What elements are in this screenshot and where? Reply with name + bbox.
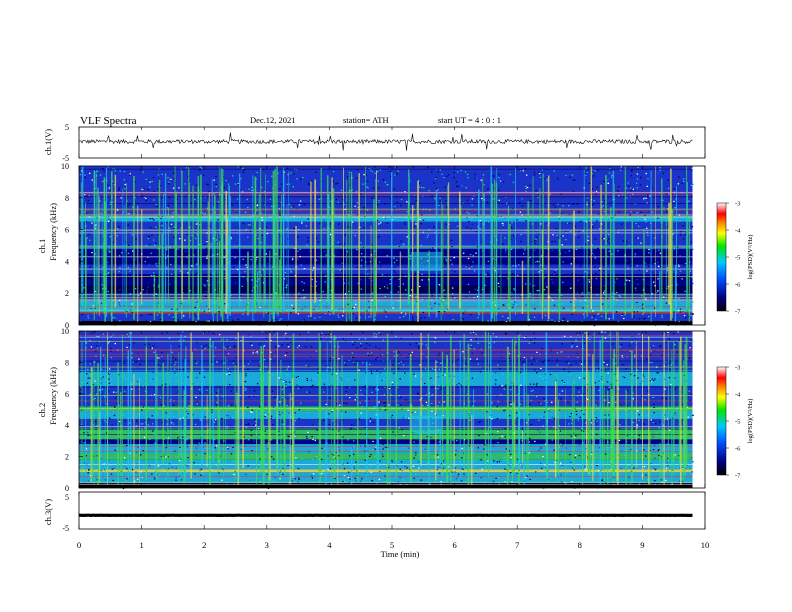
ch2-spectrogram-panel: 0 2 4 6 8 10 ch.2 Frequency (kHz) <box>37 327 706 493</box>
time-axis-tick-label: 3 <box>265 540 269 550</box>
ch1-spectrogram-panel: 0 2 4 6 8 10 ch.1 Frequency (kHz) <box>37 162 706 330</box>
ch3-waveform-panel: 5 -5 ch.3(V) <box>43 491 706 533</box>
ch1-colorbar-tick-label: -6 <box>735 282 741 289</box>
ch2-spectrogram-ytick-label: 6 <box>65 390 69 399</box>
ch2-spectrogram-image <box>79 331 694 490</box>
ch2-colorbar-scale <box>716 366 727 476</box>
ch1-colorbar-tick-label: -5 <box>735 255 740 262</box>
ch1-spectrogram-ytick-label: 2 <box>65 289 69 298</box>
ch2-colorbar-tick-label: -7 <box>735 473 741 480</box>
ch2-spectrogram-ytick-label: 8 <box>65 358 69 367</box>
ch3-waveform-ytick-top: 5 <box>65 493 69 502</box>
ch1-waveform-ytick-bottom: -5 <box>62 154 69 163</box>
time-axis-tick-label: 9 <box>640 540 644 550</box>
time-axis-tick-label: 6 <box>452 540 456 550</box>
ch3-waveform-ytick-bottom: -5 <box>62 524 69 533</box>
time-axis-tick-label: 8 <box>578 540 582 550</box>
ch2-spectrogram-ytick-label: 2 <box>65 453 69 462</box>
ch1-colorbar-label: log(PSD)(V²/Hz) <box>747 235 754 280</box>
ch2-colorbar-tick-label: -3 <box>735 365 740 372</box>
ch3-waveform-frame <box>78 491 706 530</box>
ch1-spectrogram-ytick-label: 10 <box>61 162 69 171</box>
ch1-waveform-ytick-top: 5 <box>65 123 69 132</box>
ch1-spectrogram-ytick-label: 0 <box>65 321 69 330</box>
start-time-label: start UT = 4 : 0 : 1 <box>438 115 501 125</box>
ch1-spectrogram-ytick-label: 4 <box>65 257 69 266</box>
ch1-waveform-trace <box>78 132 693 151</box>
ch2-colorbar-label: log(PSD)(V²/Hz) <box>747 399 754 444</box>
ch1-channel-label: ch.1 <box>37 239 47 253</box>
ch1-waveform-panel: 5 -5 ch.1(V) <box>43 123 706 163</box>
time-axis-tick-label: 1 <box>139 540 143 550</box>
ch1-waveform-ylabel: ch.1(V) <box>43 129 53 155</box>
station-label: station= ATH <box>343 115 389 125</box>
ch1-colorbar-tick-label: -4 <box>735 228 741 235</box>
time-axis-tick-label: 4 <box>327 540 332 550</box>
time-axis-tick-label: 7 <box>515 540 519 550</box>
ch3-waveform-ylabel: ch.3(V) <box>43 499 53 525</box>
ch1-colorbar: -3 -4 -5 -6 -7 log(PSD)(V²/Hz) <box>716 201 754 316</box>
ch1-spectrogram-ytick-label: 8 <box>65 194 69 203</box>
ch2-frequency-label: Frequency (kHz) <box>48 367 58 425</box>
ch1-colorbar-tick-label: -3 <box>735 201 740 208</box>
ch2-spectrogram-ytick-label: 10 <box>61 327 69 336</box>
ch2-spectrogram-ytick-label: 0 <box>65 484 69 493</box>
time-axis-tick-label: 10 <box>701 540 710 550</box>
date-label: Dec.12, 2021 <box>250 115 296 125</box>
ch2-colorbar: -3 -4 -5 -6 -7 log(PSD)(V²/Hz) <box>716 365 754 480</box>
ch1-frequency-label: Frequency (kHz) <box>48 203 58 261</box>
ch1-spectrogram-ytick-label: 6 <box>65 226 69 235</box>
ch2-spectrogram-ytick-label: 4 <box>65 421 69 430</box>
ch2-colorbar-tick-label: -6 <box>735 446 741 453</box>
time-axis: 0 1 2 3 4 5 6 7 8 9 10 <box>77 127 709 550</box>
ch1-spectrogram-image <box>79 166 694 327</box>
time-axis-label: Time (min) <box>381 549 420 559</box>
ch1-colorbar-scale <box>716 202 727 312</box>
ch1-waveform-frame <box>78 126 706 159</box>
ch1-colorbar-tick-label: -7 <box>735 309 741 316</box>
ch2-channel-label: ch.2 <box>37 403 47 417</box>
ch2-colorbar-tick-label: -4 <box>735 392 741 399</box>
time-axis-tick-label: 2 <box>202 540 206 550</box>
time-axis-tick-label: 5 <box>390 540 394 550</box>
figure-title: VLF Spectra <box>80 115 137 127</box>
ch2-colorbar-tick-label: -5 <box>735 419 740 426</box>
time-axis-tick-label: 0 <box>77 540 81 550</box>
